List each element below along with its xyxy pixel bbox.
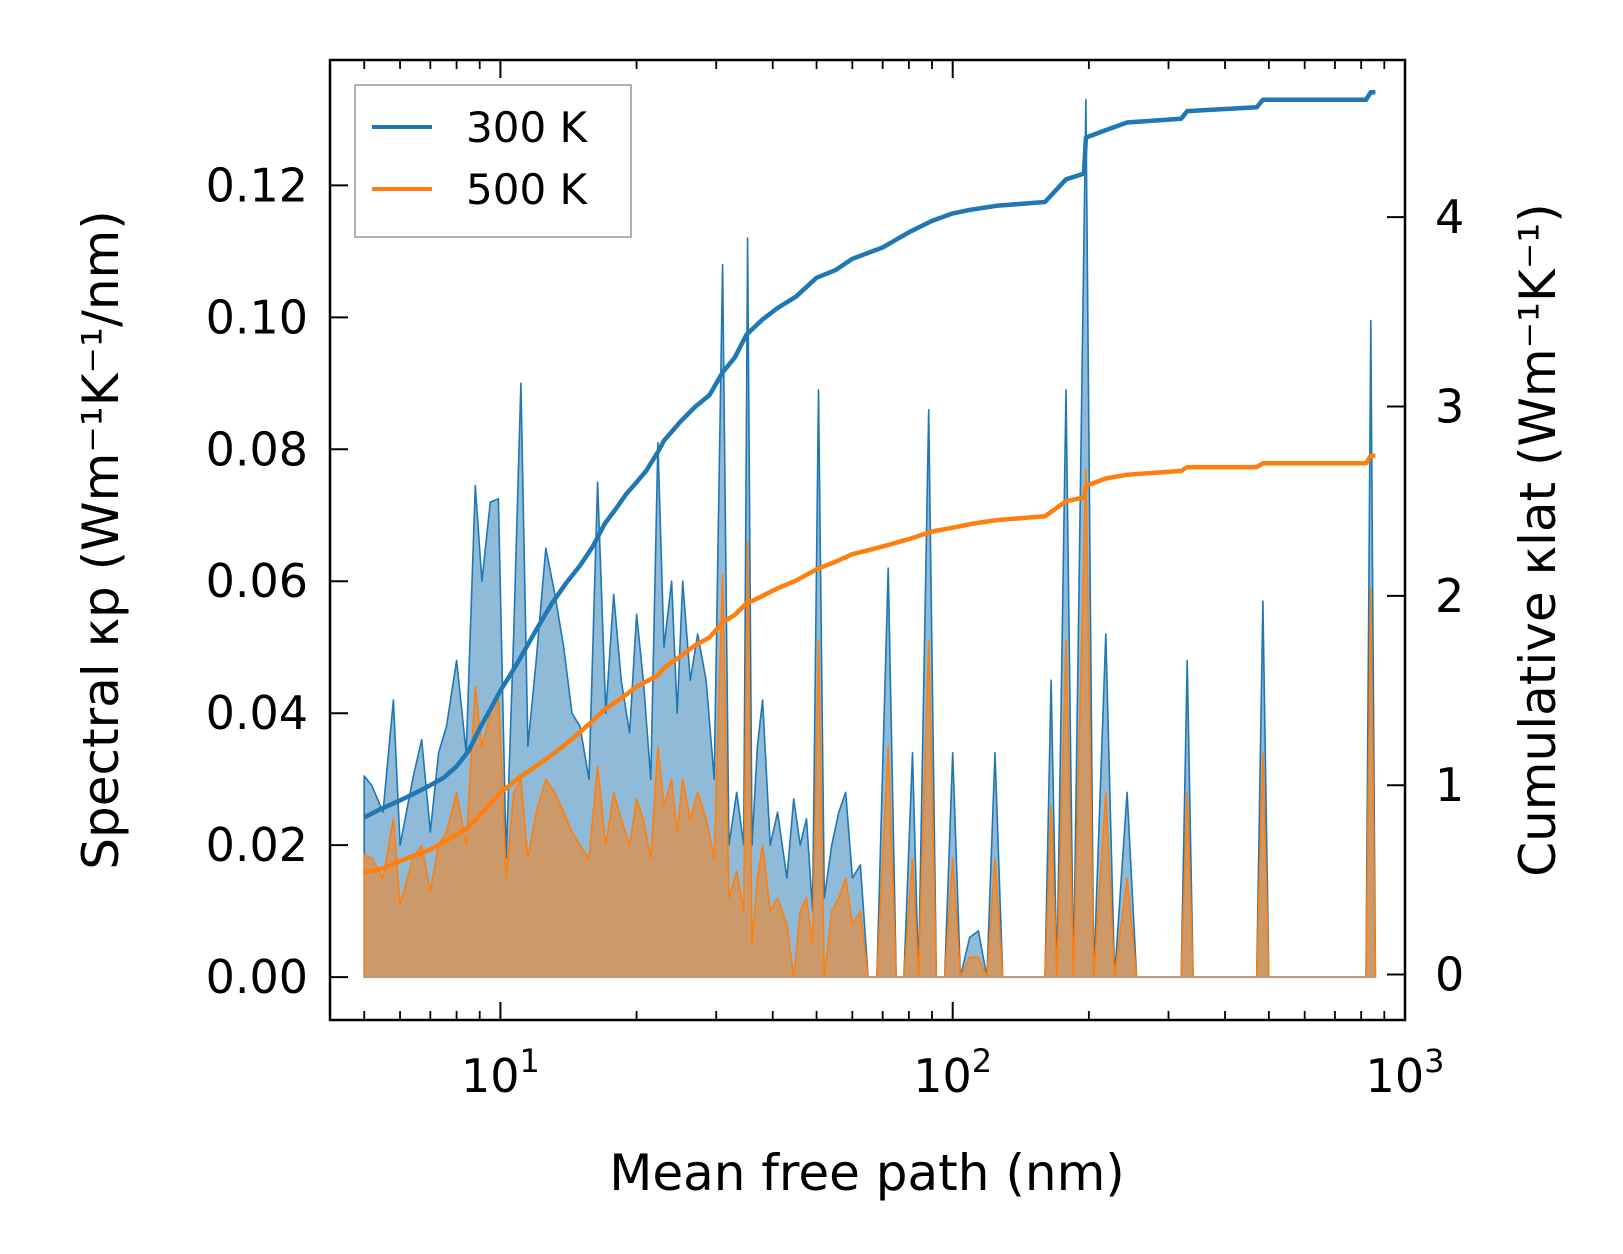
legend: 300 K 500 K xyxy=(354,84,632,238)
y-tick-label: 0.00 xyxy=(206,950,308,1004)
legend-label-300k: 300 K xyxy=(466,103,589,152)
y-tick-label-right: 0 xyxy=(1435,948,1464,1002)
cumulative-line-300k xyxy=(363,89,1376,820)
y-tick-label: 0.10 xyxy=(206,290,308,344)
x-axis-title: Mean free path (nm) xyxy=(609,1144,1125,1202)
legend-label-500k: 500 K xyxy=(466,165,589,214)
y-tick-label: 0.08 xyxy=(206,422,308,476)
y-tick-label-right: 4 xyxy=(1435,190,1464,244)
cumulative-line-500k xyxy=(363,453,1376,875)
x-tick-label: 101 xyxy=(461,1042,540,1103)
y-tick-label: 0.02 xyxy=(206,818,308,872)
x-tick-label: 103 xyxy=(1366,1042,1445,1103)
y-axis-title-right: Cumulative κlat (Wm⁻¹K⁻¹) xyxy=(1509,203,1567,877)
y-tick-label-right: 1 xyxy=(1435,758,1464,812)
y-tick-label-right: 3 xyxy=(1435,380,1464,434)
y-tick-label: 0.12 xyxy=(206,158,308,212)
legend-box xyxy=(354,84,632,238)
axes-layer: 0.00 0.02 0.04 0.06 0.08 0.10 0.12 0 1 2 3 4 101 102 1… xyxy=(206,58,1464,1103)
y-axis-title-left: Spectral κp (Wm⁻¹K⁻¹/nm) xyxy=(72,210,130,869)
cumulative-layer xyxy=(363,89,1376,875)
y-tick-label: 0.06 xyxy=(206,554,308,608)
plot-frame xyxy=(328,58,1407,1022)
y-tick-label-right: 2 xyxy=(1435,569,1464,623)
spectral-area-500k xyxy=(363,468,1377,978)
x-tick-label: 102 xyxy=(913,1042,992,1103)
y-tick-label: 0.04 xyxy=(206,686,308,740)
